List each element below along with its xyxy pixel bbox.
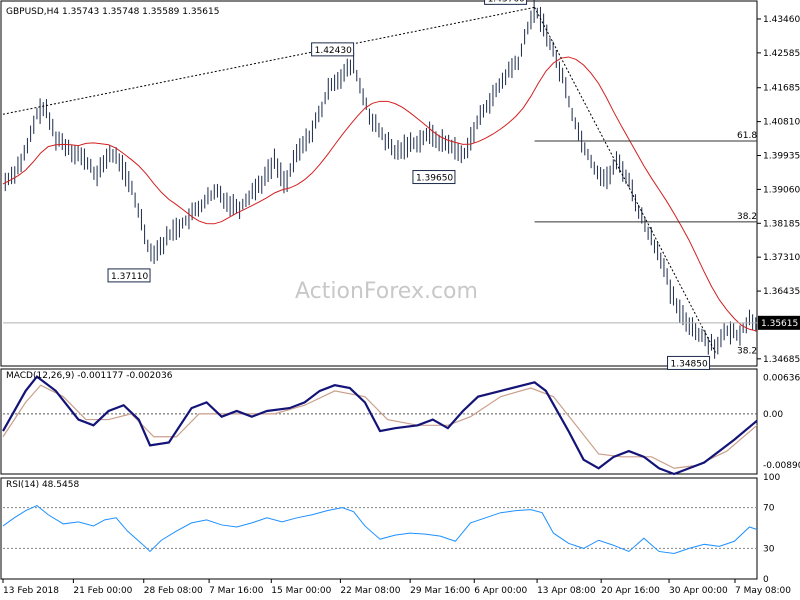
time-tick-label: 13 Feb 2018: [3, 586, 59, 596]
fib-level-label: 61.8: [737, 131, 757, 141]
price-tick-label: 1.41685: [763, 84, 800, 94]
price-panel-frame: [0, 0, 758, 367]
current-price-box: [758, 315, 800, 330]
rsi-line: [2, 504, 758, 555]
time-tick-label: 7 Mar 16:00: [209, 586, 264, 596]
price-tick-label: 1.36435: [763, 287, 800, 297]
macd-panel: 0.006368 0.00 -0.008903: [2, 373, 800, 476]
time-tick-label: 30 Apr 00:00: [669, 586, 728, 596]
rsi-tick-label: 30: [763, 544, 775, 554]
price-panel: 61.8 38.2 38.2 1.35615 1.43760 1.42430 1.39650…: [0, 0, 800, 580]
time-axis-labels: 13 Feb 2018 21 Feb 00:00 28 Feb 08:00 7 Mar…: [2, 579, 791, 596]
rsi-tick-label: 70: [763, 504, 775, 514]
macd-label: MACD(12,26,9) -0.001177 -0.002036: [6, 371, 173, 381]
time-tick-label: 21 Feb 00:00: [73, 586, 132, 596]
time-tick-label: 20 Apr 16:00: [601, 586, 660, 596]
macd-tick-label: -0.008903: [763, 461, 800, 471]
price-tick-label: 1.39060: [763, 185, 800, 195]
time-tick-label: 7 May 08:00: [735, 586, 791, 596]
swing-label-box: [667, 355, 711, 370]
watermark: ActionForex.com: [295, 279, 478, 304]
symbol-header: GBPUSD,H4 1.35743 1.35748 1.35589 1.3561…: [6, 7, 219, 17]
macd-tick-label: 0.006368: [763, 373, 800, 383]
swing-label: 1.37110: [111, 272, 148, 282]
time-tick-label: 13 Apr 08:00: [537, 586, 596, 596]
swing-label: 1.39650: [416, 174, 453, 184]
fib-level-label: 38.2: [737, 346, 757, 356]
rsi-panel: 100 70 30 0: [2, 473, 780, 585]
swing-label-box: [311, 42, 355, 57]
price-axis-ticks: 1.43460 1.42585 1.41685 1.40810 1.39935 1.390…: [757, 15, 800, 365]
swing-label: 1.34850: [671, 359, 708, 369]
macd-tick-label: 0.00: [763, 410, 783, 420]
time-tick-label: 22 Mar 08:00: [340, 586, 400, 596]
macd-main-line: [2, 375, 758, 476]
rsi-tick-label: 100: [763, 473, 780, 483]
down-trendline: [534, 7, 716, 353]
price-bars: [4, 0, 757, 359]
price-tick-label: 1.40810: [763, 118, 800, 128]
price-tick-label: 1.37310: [763, 253, 800, 263]
price-tick-label: 1.42585: [763, 49, 800, 59]
moving-average-line: [2, 56, 758, 332]
rsi-label: RSI(14) 48.5458: [6, 480, 79, 490]
time-tick-label: 29 Mar 16:00: [410, 586, 470, 596]
price-tick-label: 1.34685: [763, 355, 800, 365]
price-tick-label: 1.43460: [763, 15, 800, 25]
price-tick-label: 1.38185: [763, 219, 800, 229]
rsi-tick-label: 0: [763, 575, 769, 585]
swing-label-box: [484, 0, 528, 5]
swing-label-box: [107, 268, 151, 283]
swing-label: 1.43760: [488, 0, 525, 4]
time-tick-label: 6 Apr 00:00: [474, 586, 527, 596]
swing-label-box: [412, 170, 456, 185]
current-price-label: 1.35615: [761, 319, 798, 329]
macd-signal-line: [2, 384, 758, 469]
fib-level-label: 38.2: [737, 212, 757, 222]
time-tick-label: 28 Feb 08:00: [144, 586, 203, 596]
time-tick-label: 15 Mar 00:00: [271, 586, 331, 596]
swing-label: 1.42430: [315, 46, 352, 56]
rsi-panel-frame: [0, 477, 758, 580]
price-tick-label: 1.39935: [763, 152, 800, 162]
